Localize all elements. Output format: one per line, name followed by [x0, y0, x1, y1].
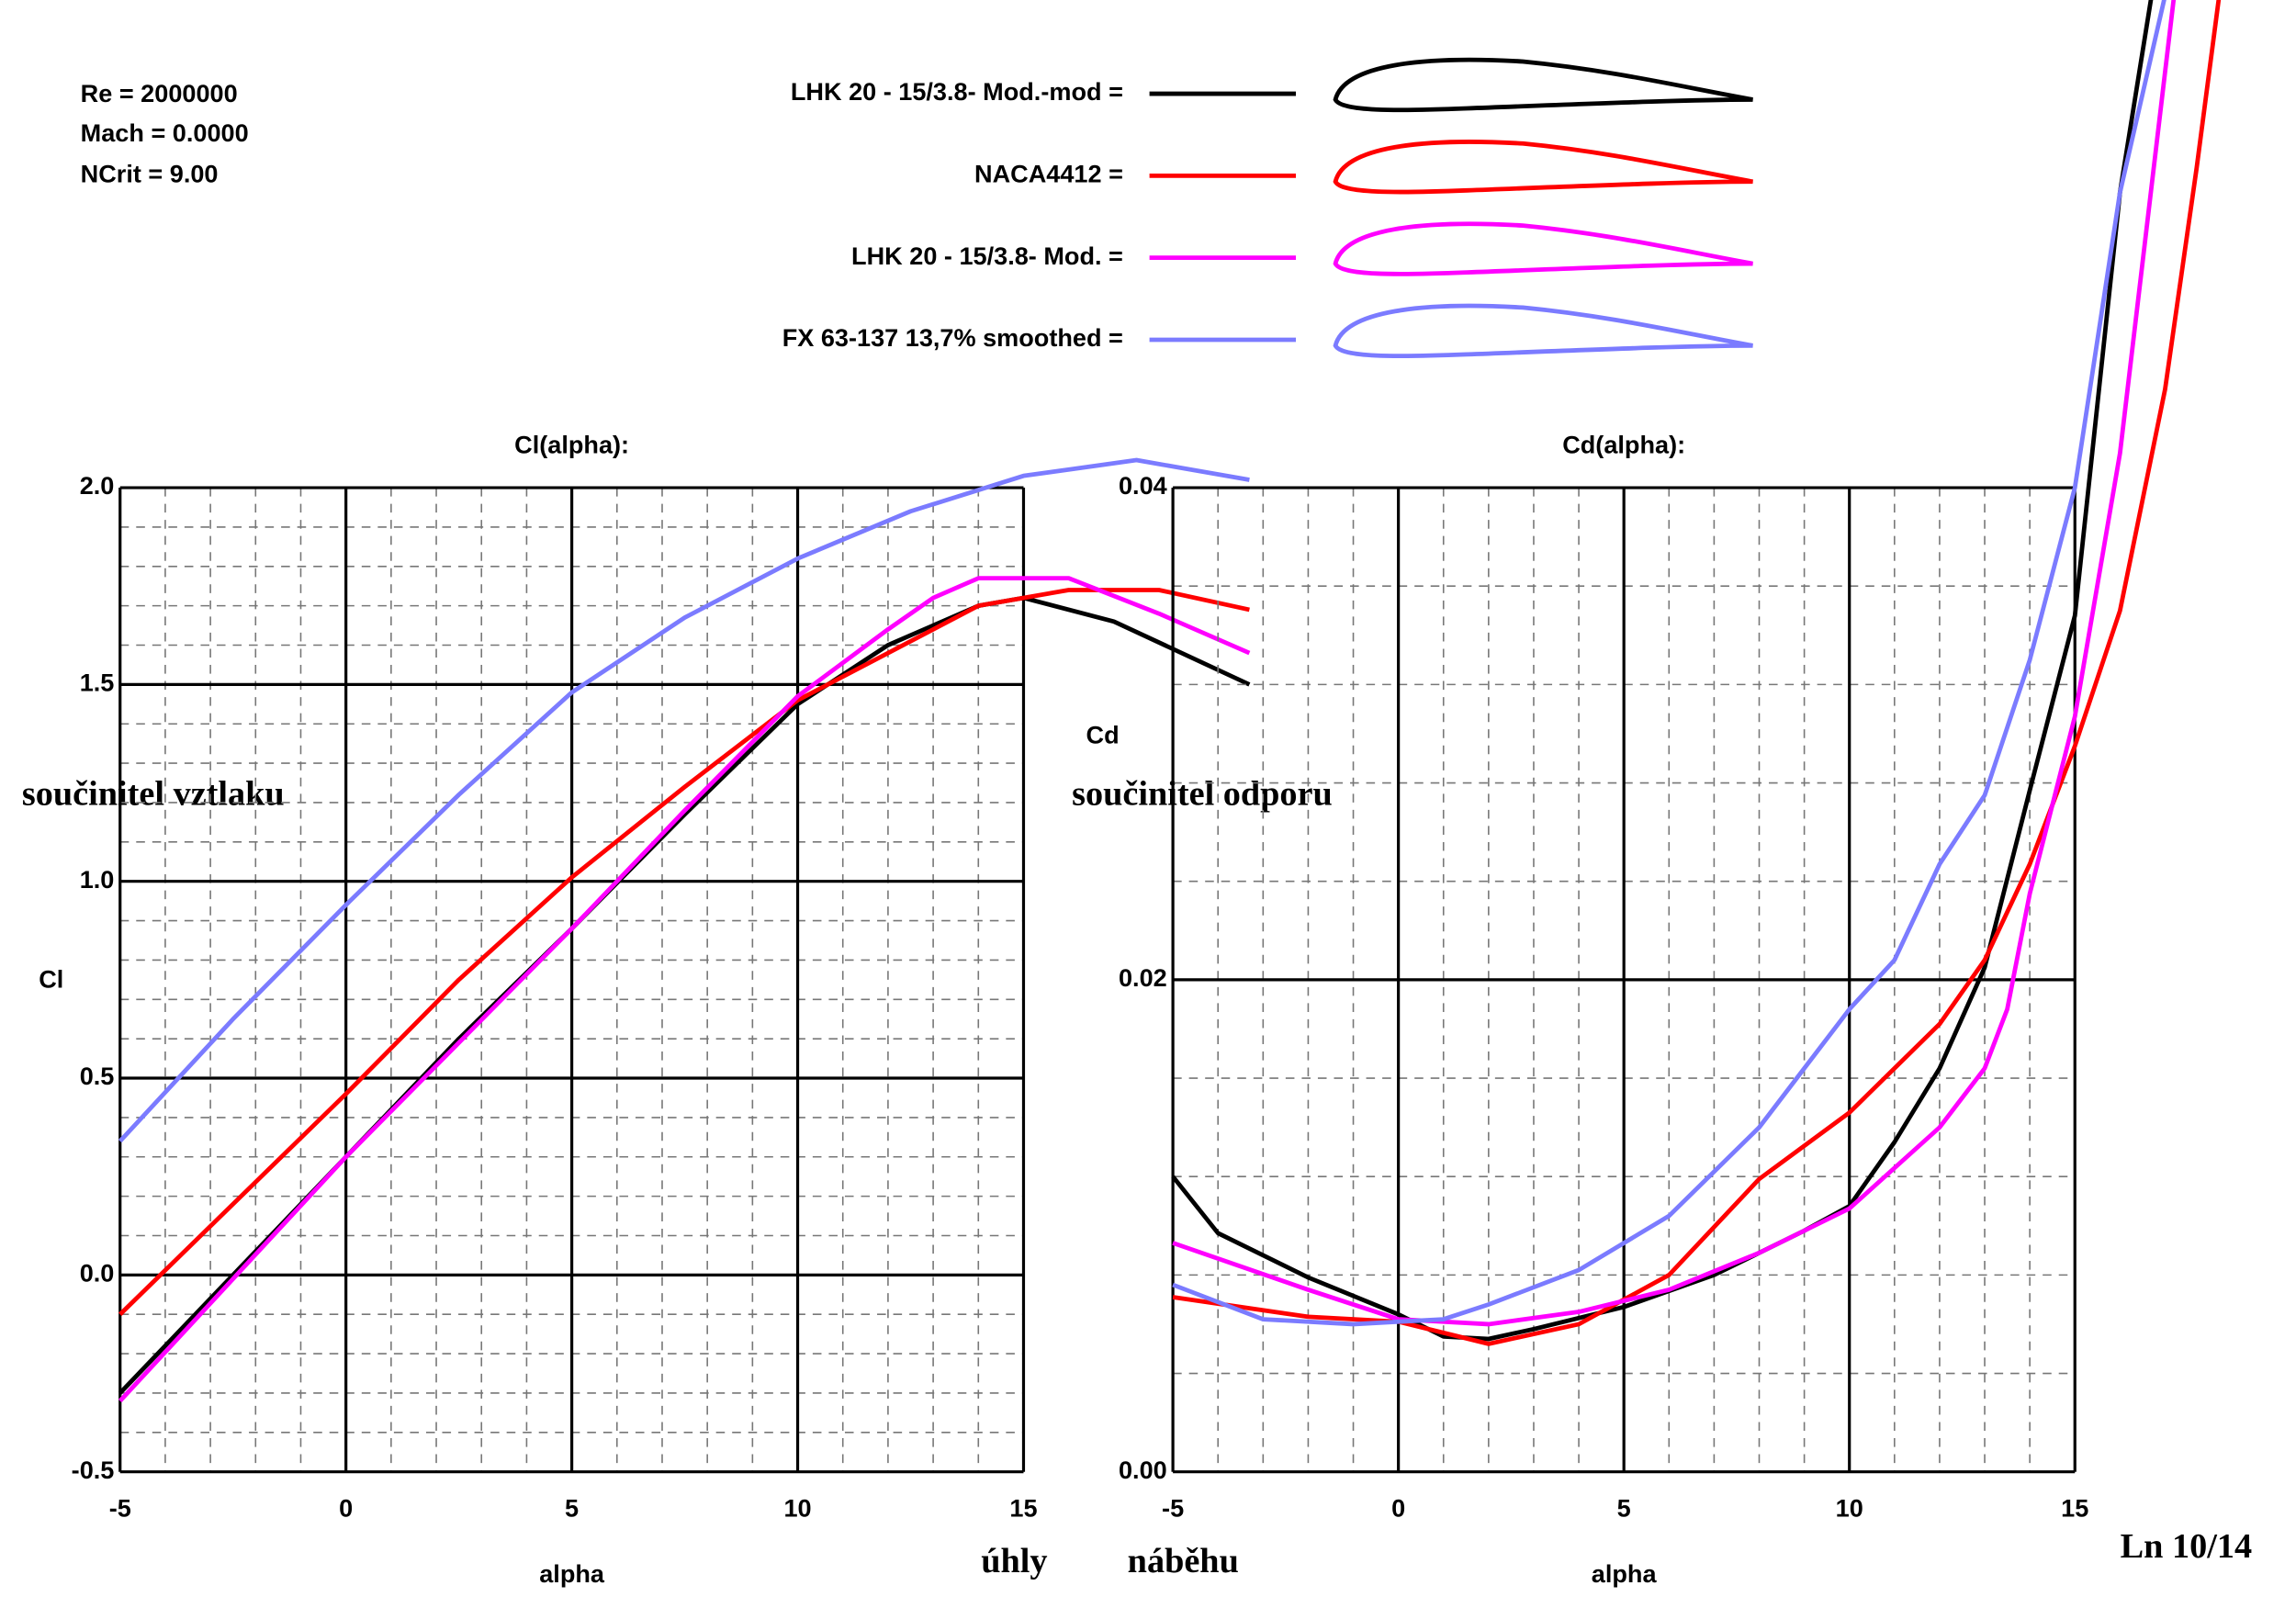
y-tick-label: 0.02	[1119, 963, 1167, 992]
x-tick-label: 15	[2061, 1493, 2088, 1522]
data-line	[118, 588, 1250, 1316]
y-tick-label: 0.04	[1119, 471, 1167, 500]
x-tick-label: -5	[1162, 1493, 1184, 1522]
legend-airfoil	[1333, 57, 1753, 113]
data-line	[1172, 0, 2167, 1327]
data-line	[118, 576, 1251, 1403]
chart-title: Cl(alpha):	[514, 431, 629, 459]
y-tick-label: 1.5	[80, 669, 115, 697]
x-axis-label: alpha	[1592, 1559, 1658, 1588]
info-text: Re = 2000000	[81, 79, 238, 107]
legend-label: NACA4412 =	[974, 160, 1123, 188]
legend-label: LHK 20 - 15/3.8- Mod. =	[851, 242, 1123, 270]
annotation: úhly	[981, 1542, 1047, 1580]
data-line	[118, 457, 1250, 1143]
info-text: NCrit = 9.00	[81, 160, 219, 188]
y-axis-label: Cd	[1086, 720, 1120, 748]
x-tick-label: 10	[1836, 1493, 1863, 1522]
legend-airfoil	[1333, 140, 1753, 195]
annotation: součinitel odporu	[1072, 774, 1333, 813]
x-tick-label: 10	[783, 1493, 811, 1522]
chart-title: Cd(alpha):	[1562, 431, 1685, 459]
data-line	[1172, 0, 2177, 1327]
data-line	[1172, 0, 2222, 1346]
y-axis-label: Cl	[39, 965, 63, 994]
y-tick-label: 1.0	[80, 865, 115, 894]
legend-airfoil	[1333, 303, 1753, 359]
annotation: Ln 10/14	[2121, 1527, 2252, 1566]
data-line	[1171, 0, 2154, 1342]
x-tick-label: 0	[339, 1493, 353, 1522]
legend-label: LHK 20 - 15/3.8- Mod.-mod =	[791, 77, 1123, 106]
x-tick-label: 5	[1617, 1493, 1631, 1522]
legend-label: FX 63-137 13,7% smoothed =	[782, 323, 1123, 352]
x-tick-label: 0	[1391, 1493, 1405, 1522]
x-tick-label: -5	[109, 1493, 131, 1522]
x-axis-label: alpha	[539, 1559, 605, 1588]
y-tick-label: 0.0	[80, 1259, 115, 1288]
y-tick-label: -0.5	[72, 1456, 115, 1484]
y-tick-label: 0.5	[80, 1062, 115, 1090]
annotation: náběhu	[1128, 1542, 1239, 1580]
info-text: Mach = 0.0000	[81, 118, 249, 147]
annotation: součinitel vztlaku	[22, 774, 285, 813]
legend-airfoil	[1333, 221, 1753, 276]
x-tick-label: 15	[1009, 1493, 1037, 1522]
y-tick-label: 0.00	[1119, 1456, 1167, 1484]
y-tick-label: 2.0	[80, 471, 115, 500]
x-tick-label: 5	[565, 1493, 579, 1522]
